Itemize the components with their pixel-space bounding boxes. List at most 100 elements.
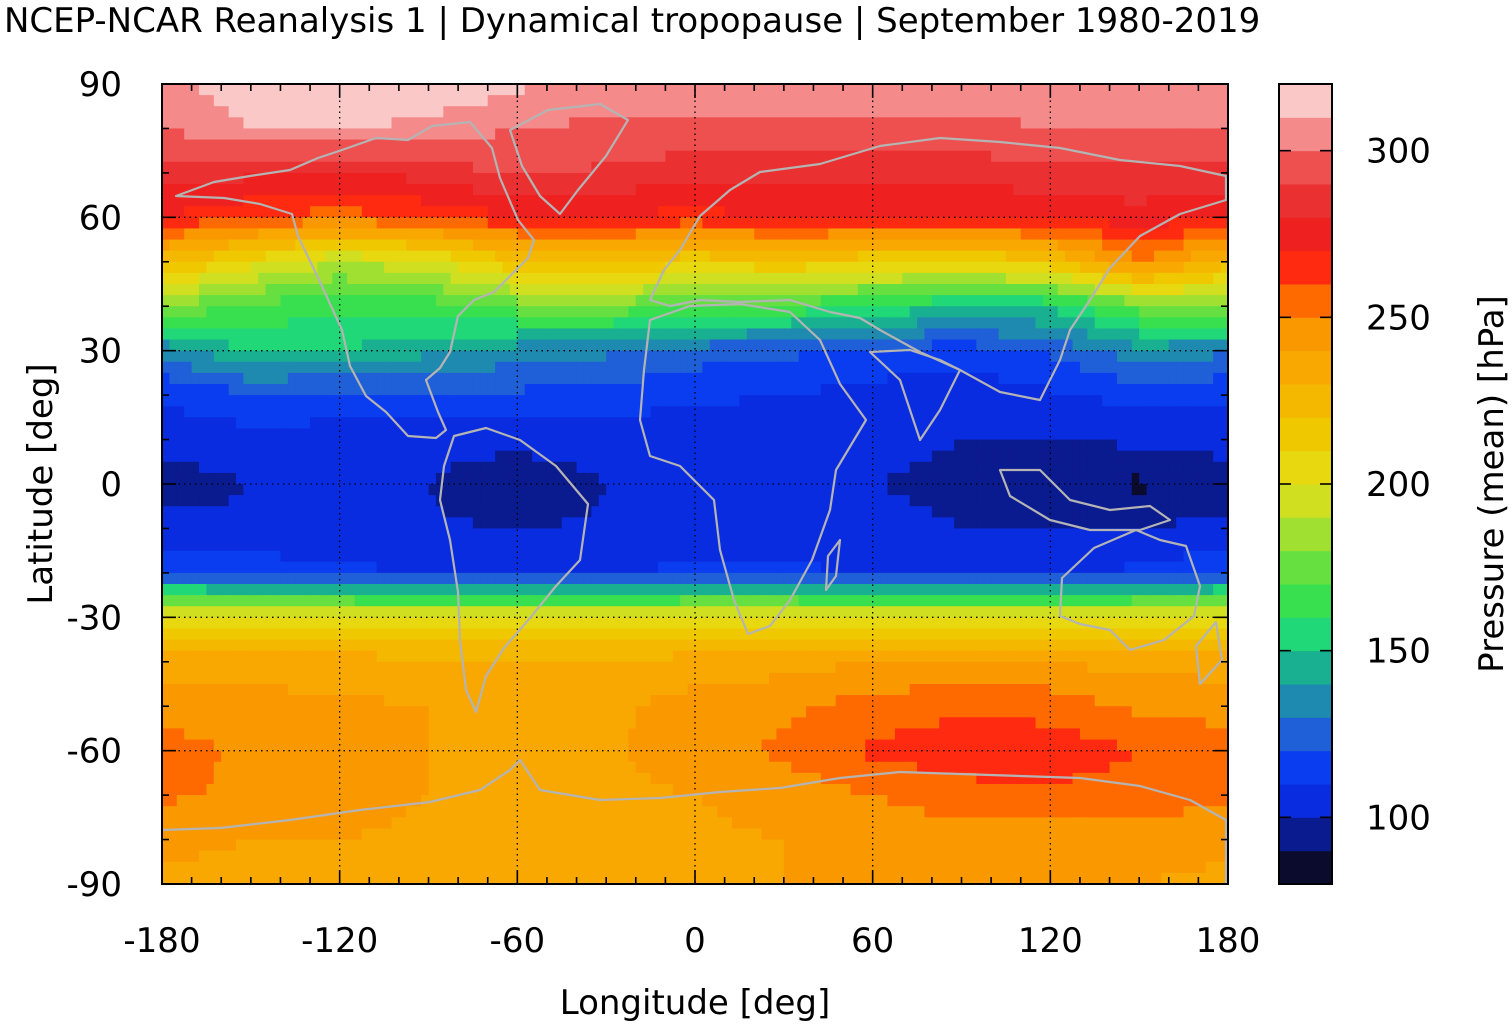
heatmap-cell xyxy=(813,306,822,318)
heatmap-cell xyxy=(250,339,259,352)
heatmap-cell xyxy=(295,361,304,374)
heatmap-cell xyxy=(539,172,548,185)
heatmap-cell xyxy=(665,417,674,430)
heatmap-cell xyxy=(598,350,607,363)
heatmap-cell xyxy=(302,150,311,163)
heatmap-cell xyxy=(1072,295,1081,307)
heatmap-cell xyxy=(820,128,829,141)
heatmap-cell xyxy=(1087,228,1096,241)
heatmap-cell xyxy=(857,217,866,230)
heatmap-cell xyxy=(465,395,474,407)
heatmap-cell xyxy=(517,372,526,385)
heatmap-cell xyxy=(954,184,963,196)
heatmap-cell xyxy=(524,239,533,252)
heatmap-cell xyxy=(561,317,570,330)
heatmap-cell xyxy=(1042,306,1051,318)
heatmap-cell xyxy=(976,284,985,296)
heatmap-cell xyxy=(421,172,430,185)
heatmap-cell xyxy=(517,106,526,118)
heatmap-cell xyxy=(798,239,807,252)
heatmap-cell xyxy=(495,406,504,418)
heatmap-cell xyxy=(598,328,607,341)
heatmap-cell xyxy=(1213,384,1222,396)
heatmap-cell xyxy=(946,150,955,163)
heatmap-cell xyxy=(1005,306,1014,318)
heatmap-cell xyxy=(791,461,800,474)
heatmap-cell xyxy=(1102,284,1111,296)
heatmap-cell xyxy=(880,250,889,263)
heatmap-cell xyxy=(199,306,208,318)
heatmap-cell xyxy=(672,172,681,185)
heatmap-cell xyxy=(806,339,815,352)
heatmap-cell xyxy=(1213,361,1222,374)
heatmap-cell xyxy=(998,250,1007,263)
heatmap-cell xyxy=(199,328,208,341)
heatmap-cell xyxy=(569,150,578,163)
heatmap-cell xyxy=(835,150,844,163)
heatmap-cell xyxy=(746,284,755,296)
heatmap-cell xyxy=(620,406,629,418)
heatmap-cell xyxy=(184,184,193,196)
heatmap-cell xyxy=(502,306,511,318)
heatmap-cell xyxy=(1042,184,1051,196)
heatmap-cell xyxy=(850,184,859,196)
heatmap-cell xyxy=(347,139,356,152)
heatmap-cell xyxy=(709,339,718,352)
heatmap-cell xyxy=(458,150,467,163)
heatmap-cell xyxy=(406,306,415,318)
heatmap-cell xyxy=(724,206,733,218)
heatmap-cell xyxy=(287,217,296,230)
heatmap-cell xyxy=(199,261,208,274)
heatmap-cell xyxy=(643,161,652,174)
heatmap-cell xyxy=(546,295,555,307)
heatmap-cell xyxy=(517,461,526,474)
heatmap-cell xyxy=(894,172,903,185)
heatmap-cell xyxy=(1042,95,1051,107)
heatmap-cell xyxy=(872,239,881,252)
heatmap-cell xyxy=(887,117,896,130)
heatmap-cell xyxy=(1057,361,1066,374)
heatmap-cell xyxy=(384,439,393,452)
heatmap-cell xyxy=(909,339,918,352)
heatmap-cell xyxy=(1042,339,1051,352)
heatmap-cell xyxy=(1079,450,1088,463)
heatmap-cell xyxy=(310,239,319,252)
heatmap-cell xyxy=(820,417,829,430)
heatmap-cell xyxy=(761,95,770,107)
heatmap-cell xyxy=(746,128,755,141)
heatmap-cell xyxy=(732,328,741,341)
heatmap-cell xyxy=(968,250,977,263)
heatmap-cell xyxy=(991,306,1000,318)
heatmap-cell xyxy=(376,84,385,96)
heatmap-cell xyxy=(354,195,363,207)
heatmap-cell xyxy=(598,84,607,96)
heatmap-cell xyxy=(724,461,733,474)
heatmap-cell xyxy=(702,217,711,230)
heatmap-cell xyxy=(991,84,1000,96)
heatmap-cell xyxy=(628,239,637,252)
heatmap-cell xyxy=(317,206,326,218)
heatmap-cell xyxy=(880,150,889,163)
heatmap-cell xyxy=(176,361,185,374)
heatmap-cell xyxy=(1116,417,1125,430)
heatmap-cell xyxy=(769,384,778,396)
heatmap-cell xyxy=(672,328,681,341)
heatmap-cell xyxy=(657,272,666,285)
heatmap-cell xyxy=(776,139,785,152)
heatmap-cell xyxy=(643,128,652,141)
heatmap-cell xyxy=(1139,150,1148,163)
heatmap-cell xyxy=(310,384,319,396)
heatmap-cell xyxy=(1116,272,1125,285)
heatmap-cell xyxy=(369,339,378,352)
heatmap-cell xyxy=(924,417,933,430)
heatmap-cell xyxy=(732,172,741,185)
heatmap-cell xyxy=(613,150,622,163)
heatmap-cell xyxy=(1109,306,1118,318)
heatmap-cell xyxy=(421,439,430,452)
heatmap-cell xyxy=(1198,150,1207,163)
heatmap-cell xyxy=(1065,184,1074,196)
heatmap-cell xyxy=(880,450,889,463)
heatmap-cell xyxy=(672,217,681,230)
heatmap-cell xyxy=(554,172,563,185)
heatmap-cell xyxy=(1087,406,1096,418)
